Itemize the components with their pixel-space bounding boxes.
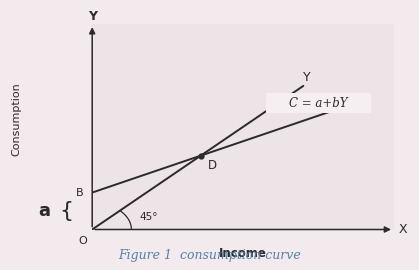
Text: Y: Y — [88, 10, 97, 23]
Text: C = a+bY: C = a+bY — [289, 97, 348, 110]
Text: D: D — [208, 159, 217, 172]
Text: Consumption: Consumption — [12, 82, 22, 156]
Text: O: O — [79, 236, 88, 246]
Text: Income: Income — [219, 247, 267, 260]
Text: Figure 1  consumption curve: Figure 1 consumption curve — [118, 249, 301, 262]
Text: X: X — [398, 223, 407, 236]
FancyBboxPatch shape — [266, 93, 371, 113]
Text: {: { — [59, 201, 74, 221]
Text: a: a — [38, 202, 50, 220]
Text: 45°: 45° — [139, 212, 158, 222]
Text: Y: Y — [303, 71, 310, 84]
Text: B: B — [75, 188, 83, 198]
